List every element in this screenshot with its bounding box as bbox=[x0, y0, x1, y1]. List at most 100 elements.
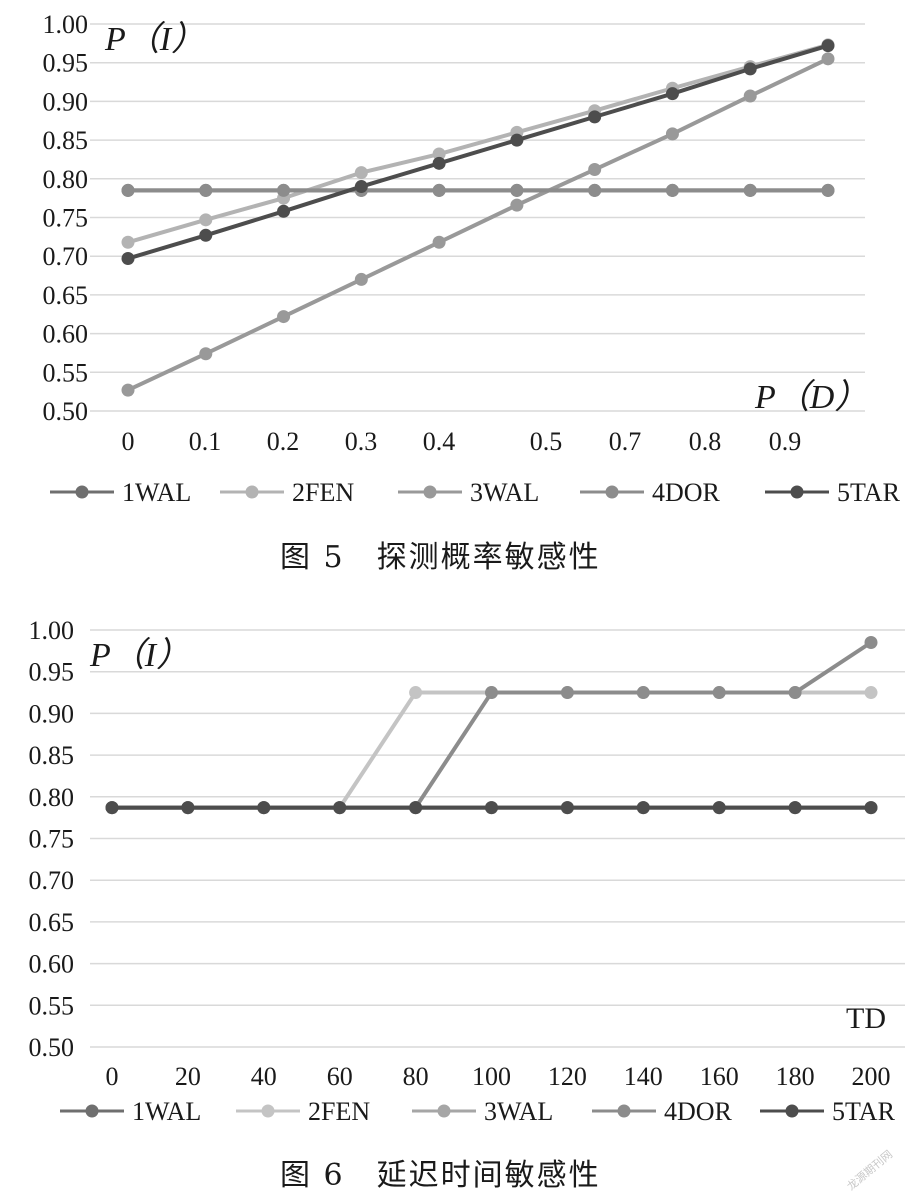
x-tick-label: 40 bbox=[251, 1062, 277, 1091]
data-point-4dor bbox=[560, 686, 574, 700]
data-point-3wal bbox=[432, 235, 446, 249]
data-point-5tar bbox=[485, 801, 498, 815]
chart-6: 0.50 0.55 0.60 0.65 0.70 0.75 0.80 0.85 0.90 0.95… bbox=[29, 616, 905, 1126]
data-point-3wal bbox=[510, 198, 524, 212]
data-point-3wal bbox=[354, 272, 368, 286]
y-tick-label: 0.90 bbox=[29, 699, 75, 728]
data-point-4dor bbox=[121, 183, 135, 197]
y-tick-label: 1.00 bbox=[29, 616, 75, 645]
data-point-4dor bbox=[788, 686, 802, 700]
legend-swatch-marker bbox=[437, 1104, 451, 1118]
x-tick-label: 0.1 bbox=[189, 427, 222, 456]
y-tick-label: 1.00 bbox=[43, 10, 89, 39]
x-tick-label: 100 bbox=[472, 1062, 511, 1091]
y-tick-label: 0.95 bbox=[43, 49, 89, 78]
data-point-5tar bbox=[665, 87, 679, 101]
y-tick-label: 0.55 bbox=[29, 991, 75, 1020]
series-line-4dor bbox=[112, 640, 873, 810]
legend-item-4dor: 4DOR bbox=[580, 478, 721, 507]
x-tick-label: 140 bbox=[624, 1062, 663, 1091]
data-point-5tar bbox=[636, 801, 650, 815]
y-tick-label: 0.95 bbox=[29, 658, 75, 687]
y-tick-label: 0.65 bbox=[29, 908, 75, 937]
legend-swatch-marker bbox=[85, 1104, 99, 1118]
x-tick-label: 0.5 bbox=[530, 427, 563, 456]
data-point-5tar bbox=[864, 801, 878, 815]
y-tick-label: 0.75 bbox=[29, 825, 75, 854]
data-point-5tar bbox=[409, 801, 423, 815]
legend-label: 1WAL bbox=[122, 478, 191, 507]
legend-label: 2FEN bbox=[308, 1097, 370, 1126]
data-point-3wal bbox=[121, 383, 135, 397]
y-tick-label: 0.70 bbox=[29, 866, 75, 895]
data-point-2fen bbox=[121, 235, 135, 249]
legend-item-1wal: 1WAL bbox=[60, 1097, 201, 1126]
data-point-4dor bbox=[712, 686, 726, 700]
data-point-4dor bbox=[743, 183, 757, 197]
x-tick-label: 0 bbox=[106, 1062, 119, 1091]
legend-swatch-marker bbox=[245, 485, 259, 499]
x-tick-label: 0.9 bbox=[769, 427, 802, 456]
legend-item-3wal: 3WAL bbox=[412, 1097, 553, 1126]
y-tick-label: 0.80 bbox=[43, 165, 89, 194]
legend-label: 4DOR bbox=[652, 478, 721, 507]
x-tick-label: 20 bbox=[175, 1062, 201, 1091]
legend-item-5tar: 5TAR bbox=[760, 1097, 896, 1126]
legend-item-1wal: 1WAL bbox=[50, 478, 191, 507]
legend-item-5tar: 5TAR bbox=[765, 478, 901, 507]
legend-label: 2FEN bbox=[292, 478, 354, 507]
data-point-5tar bbox=[432, 156, 446, 170]
series-line-2fen bbox=[127, 42, 829, 245]
data-point-4dor bbox=[636, 686, 650, 700]
data-point-5tar bbox=[257, 801, 271, 815]
data-point-4dor bbox=[864, 636, 878, 650]
x-tick-label: 0.2 bbox=[267, 427, 300, 456]
data-point-5tar bbox=[354, 180, 368, 194]
legend-label: 5TAR bbox=[832, 1097, 896, 1126]
data-point-5tar bbox=[510, 133, 524, 147]
legend-label: 5TAR bbox=[837, 478, 901, 507]
data-point-5tar bbox=[788, 801, 802, 815]
legend-swatch-marker bbox=[785, 1104, 799, 1118]
y-axis-label: P（I） bbox=[89, 636, 190, 674]
data-point-5tar bbox=[743, 62, 757, 76]
data-point-3wal bbox=[743, 89, 757, 103]
y-tick-label: 0.65 bbox=[43, 281, 89, 310]
legend-item-3wal: 3WAL bbox=[398, 478, 539, 507]
data-point-2fen bbox=[199, 213, 213, 227]
data-point-5tar bbox=[712, 801, 726, 815]
data-point-4dor bbox=[199, 183, 213, 197]
x-axis-label: TD bbox=[846, 1002, 886, 1035]
data-point-5tar bbox=[181, 801, 195, 815]
data-point-2fen bbox=[354, 166, 368, 180]
x-tick-label: 0 bbox=[122, 427, 135, 456]
y-axis-label: P（I） bbox=[104, 20, 205, 58]
legend-swatch-marker bbox=[605, 485, 619, 499]
x-tick-label: 200 bbox=[852, 1062, 891, 1091]
data-point-5tar bbox=[821, 39, 835, 53]
legend-swatch-marker bbox=[617, 1104, 631, 1118]
x-tick-label: 180 bbox=[776, 1062, 815, 1091]
data-point-4dor bbox=[821, 183, 835, 197]
legend-item-2fen: 2FEN bbox=[236, 1097, 370, 1126]
y-tick-label: 0.55 bbox=[43, 358, 89, 387]
data-point-2fen bbox=[409, 686, 423, 700]
y-tick-label: 0.60 bbox=[43, 320, 89, 349]
data-point-3wal bbox=[199, 347, 213, 361]
x-tick-label: 160 bbox=[700, 1062, 739, 1091]
x-axis-label: P（D） bbox=[754, 378, 868, 416]
data-point-3wal bbox=[665, 127, 679, 141]
legend-item-4dor: 4DOR bbox=[592, 1097, 733, 1126]
y-tick-label: 0.70 bbox=[43, 242, 89, 271]
data-point-2fen bbox=[864, 686, 878, 700]
data-point-3wal bbox=[821, 52, 835, 66]
legend-swatch-marker bbox=[423, 485, 437, 499]
chart-5: 0.500.550.600.650.700.750.800.850.900.95… bbox=[43, 10, 901, 507]
data-point-5tar bbox=[333, 801, 347, 815]
y-tick-label: 0.80 bbox=[29, 783, 75, 812]
legend-label: 3WAL bbox=[470, 478, 539, 507]
figure-5-caption: 图 5 探测概率敏感性 bbox=[280, 540, 601, 575]
data-point-5tar bbox=[277, 204, 291, 218]
x-tick-label: 80 bbox=[403, 1062, 429, 1091]
